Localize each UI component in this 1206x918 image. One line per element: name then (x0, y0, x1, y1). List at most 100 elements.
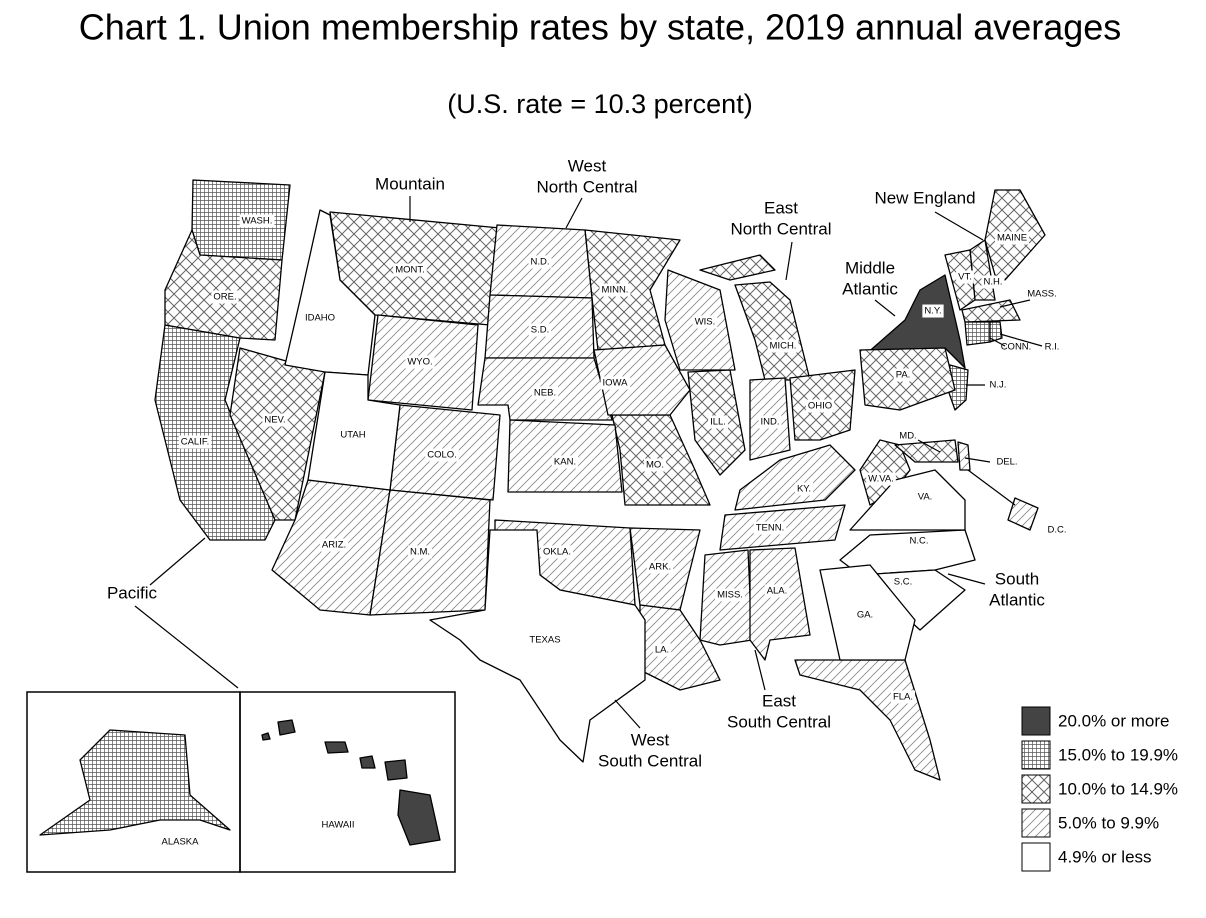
label-box (890, 690, 916, 704)
state-label: KAN. (554, 457, 576, 468)
state-label: ALA. (767, 586, 788, 597)
label-box (652, 643, 672, 657)
state-label: UTAH (340, 430, 365, 441)
state-label: MONT. (395, 265, 425, 276)
state-label: IDAHO (305, 313, 335, 324)
state-label: N.J. (990, 380, 1007, 391)
state-shape (261, 719, 441, 846)
state-shape (859, 439, 911, 506)
label-box (262, 413, 288, 427)
label-box (319, 818, 357, 832)
label-box (405, 355, 435, 369)
state-label: CONN. (1001, 342, 1032, 353)
state-label: MASS. (1027, 289, 1057, 300)
label-box (758, 415, 782, 429)
legend-swatch (1021, 740, 1051, 770)
state-label: N.D. (531, 257, 550, 268)
region-label: Pacific (107, 583, 158, 602)
state-label: N.H. (984, 277, 1003, 288)
legend-label: 20.0% or more (1058, 711, 1170, 730)
label-box (528, 323, 552, 337)
region-label: North Central (536, 177, 637, 196)
state-label: VA. (918, 492, 933, 503)
legend-swatch (1021, 774, 1051, 804)
label-box (897, 429, 919, 443)
state-shape (894, 439, 959, 463)
state-label: ARIZ. (322, 540, 346, 551)
label-box (644, 458, 666, 472)
label-box (239, 214, 275, 228)
label-box (211, 290, 239, 304)
state-label: MINN. (602, 285, 629, 296)
label-box (922, 304, 944, 318)
state-shape (957, 441, 971, 471)
label-box (600, 376, 631, 390)
label-box (764, 584, 790, 598)
leader-lines (134, 196, 1043, 729)
label-box (891, 575, 915, 589)
state-label: IND. (761, 417, 780, 428)
state-label: ARK. (649, 562, 671, 573)
state-shape (849, 469, 966, 531)
label-box (767, 339, 799, 353)
label-box (854, 608, 876, 622)
state-shape (584, 229, 681, 351)
legend-label: 4.9% or less (1058, 847, 1152, 866)
state-label: MICH. (770, 341, 797, 352)
state-label: GA. (857, 610, 873, 621)
state-label: PA. (896, 370, 911, 381)
label-box (393, 263, 427, 277)
region-label: New England (874, 188, 975, 207)
label-box (998, 340, 1034, 354)
state-shape (1007, 497, 1039, 531)
hawaii-inset (239, 691, 456, 873)
label-box (1025, 287, 1059, 301)
state-label: MO. (646, 460, 664, 471)
state-label: W.VA. (868, 474, 894, 485)
label-box (715, 588, 745, 602)
state-label: R.I. (1045, 342, 1060, 353)
state-shape (593, 344, 691, 416)
state-label: VT. (958, 272, 972, 283)
label-box (319, 538, 349, 552)
state-label: D.C. (1048, 525, 1067, 536)
state-shape (964, 321, 991, 346)
label-box (646, 560, 674, 574)
label-box (527, 633, 563, 647)
state-shape (734, 444, 856, 511)
state-label: KY. (797, 484, 811, 495)
legend-label: 10.0% to 14.9% (1058, 779, 1178, 798)
region-labels: Pacific Mountain West North Central East Nort… (107, 156, 1045, 770)
region-label: Middle (845, 258, 895, 277)
state-label: TEXAS (529, 635, 560, 646)
region-label: South Central (598, 751, 702, 770)
legend-label: 15.0% to 19.9% (1058, 745, 1178, 764)
state-label: IOWA (603, 378, 629, 389)
region-label: East (764, 198, 798, 217)
state-label: MISS. (717, 590, 743, 601)
label-box (708, 415, 728, 429)
label-box (159, 835, 202, 849)
label-box (805, 399, 835, 413)
state-label: MAINE (997, 233, 1027, 244)
states: N.Y. HAWAII WASH. CALIF. N.J. ALASKA CONN. R.I.… (39, 179, 1069, 849)
subtitle: (U.S. rate = 10.3 percent) (447, 89, 752, 119)
state-label: TENN. (756, 523, 785, 534)
label-box (541, 545, 573, 559)
state-label: WYO. (407, 357, 432, 368)
region-label: West (568, 156, 607, 175)
state-label: WIS. (695, 317, 716, 328)
label-box (907, 534, 931, 548)
legend-label: 5.0% to 9.9% (1058, 813, 1159, 832)
legend-swatch (1021, 706, 1051, 736)
label-box (994, 455, 1020, 469)
state-shape (39, 729, 231, 836)
state-label: NEB. (534, 388, 556, 399)
state-shape (794, 659, 941, 781)
state-label: HAWAII (321, 820, 354, 831)
label-box (338, 428, 368, 442)
label-box (599, 283, 631, 297)
label-box (794, 482, 814, 496)
region-label: Mountain (375, 174, 445, 193)
